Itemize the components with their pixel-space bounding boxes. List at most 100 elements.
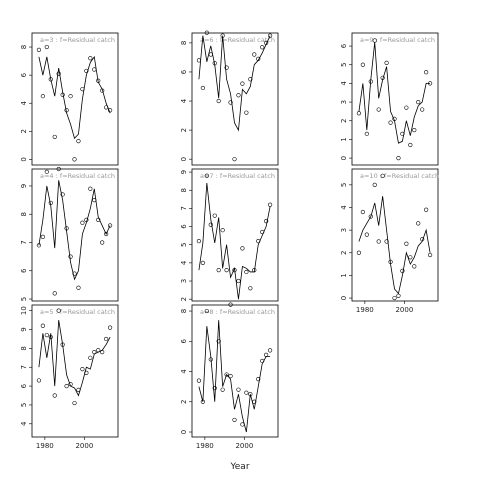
panel-frame	[351, 168, 439, 302]
x-tick-label: 2000	[75, 442, 93, 450]
y-tick-label: 4	[340, 81, 348, 86]
data-point	[196, 238, 202, 244]
data-point	[200, 85, 205, 91]
x-tick-label: 2000	[395, 306, 413, 314]
panel-frame	[191, 32, 279, 166]
strip-label: a=10 : f=Residual catch	[360, 172, 439, 180]
data-point	[392, 295, 397, 301]
data-point	[56, 71, 61, 76]
data-point	[44, 333, 49, 338]
data-point	[248, 77, 253, 82]
data-point	[236, 93, 241, 98]
data-point	[364, 232, 369, 237]
data-point	[248, 286, 253, 291]
y-tick-label: 2	[180, 128, 188, 132]
data-point	[107, 325, 113, 330]
y-tick-label: 8	[20, 212, 28, 216]
y-tick-label: 5	[20, 403, 28, 407]
fitted-line	[198, 35, 271, 132]
data-point	[36, 378, 42, 383]
data-point	[376, 107, 381, 112]
y-tick-label: 2	[20, 129, 28, 133]
y-tick-label: 5	[20, 297, 28, 301]
data-point	[372, 38, 377, 43]
data-point	[72, 157, 77, 162]
data-point	[100, 240, 105, 245]
strip-label: a=3 : f=Residual catch	[40, 36, 115, 44]
data-point	[404, 241, 409, 246]
data-point	[236, 278, 241, 284]
data-point	[92, 67, 97, 72]
y-tick-label: 4	[180, 98, 188, 103]
panel-frame	[191, 168, 279, 302]
data-point	[107, 223, 113, 228]
data-point	[244, 110, 249, 115]
y-tick-label: 5	[340, 63, 348, 67]
panel-frame	[31, 304, 119, 438]
y-tick-label: 7	[180, 206, 188, 210]
y-tick-label: 0	[180, 430, 188, 434]
data-point	[427, 252, 433, 258]
fitted-line	[358, 42, 431, 144]
data-point	[384, 60, 389, 65]
strip-label: a=6 : f=Residual catch	[200, 36, 275, 44]
data-point	[267, 348, 273, 353]
data-point	[208, 222, 213, 227]
data-point	[408, 142, 413, 148]
y-tick-label: 2	[340, 251, 348, 255]
y-tick-label: 5	[180, 242, 188, 246]
data-point	[56, 166, 61, 172]
y-tick-label: 2	[180, 400, 188, 404]
data-point	[196, 378, 202, 383]
data-point	[76, 139, 81, 144]
data-point	[400, 268, 405, 273]
data-point	[68, 94, 73, 99]
y-tick-label: 0	[340, 156, 348, 160]
data-point	[72, 400, 77, 406]
y-tick-label: 4	[340, 205, 348, 210]
data-point	[232, 157, 237, 162]
data-point	[260, 45, 265, 50]
y-tick-label: 5	[340, 183, 348, 187]
data-point	[220, 228, 225, 233]
data-point	[84, 68, 89, 74]
y-tick-label: 6	[340, 43, 348, 48]
y-tick-label: 1	[340, 273, 348, 277]
panel-frame	[191, 304, 279, 438]
data-point	[232, 417, 237, 423]
data-point	[40, 94, 45, 99]
data-point	[356, 250, 362, 255]
y-tick-label: 4	[20, 421, 28, 426]
data-point	[68, 254, 73, 259]
y-tick-label: 10	[20, 306, 28, 315]
data-point	[56, 308, 61, 313]
data-point	[384, 239, 389, 244]
y-tick-label: 2	[180, 297, 188, 301]
data-point	[96, 217, 101, 222]
y-tick-label: 1	[340, 137, 348, 141]
data-point	[364, 131, 369, 136]
y-tick-label: 0	[340, 296, 348, 300]
fitted-line	[198, 320, 271, 433]
data-point	[356, 111, 362, 116]
data-point	[224, 372, 229, 377]
data-point	[240, 81, 245, 86]
y-tick-label: 3	[340, 100, 348, 104]
data-point	[44, 169, 49, 174]
data-point	[256, 376, 261, 382]
data-point	[396, 293, 401, 298]
x-tick-label: 2000	[235, 442, 253, 450]
data-point	[236, 387, 241, 392]
fitted-line	[38, 180, 111, 281]
y-tick-label: 4	[180, 260, 188, 265]
data-point	[64, 383, 69, 389]
data-point	[416, 221, 421, 226]
strip-label: a=4 : f=Residual catch	[40, 172, 115, 180]
data-point	[376, 239, 381, 244]
data-point	[80, 220, 85, 225]
data-point	[60, 192, 65, 197]
y-tick-label: 9	[20, 184, 28, 188]
y-tick-label: 9	[180, 170, 188, 174]
data-point	[36, 47, 42, 52]
